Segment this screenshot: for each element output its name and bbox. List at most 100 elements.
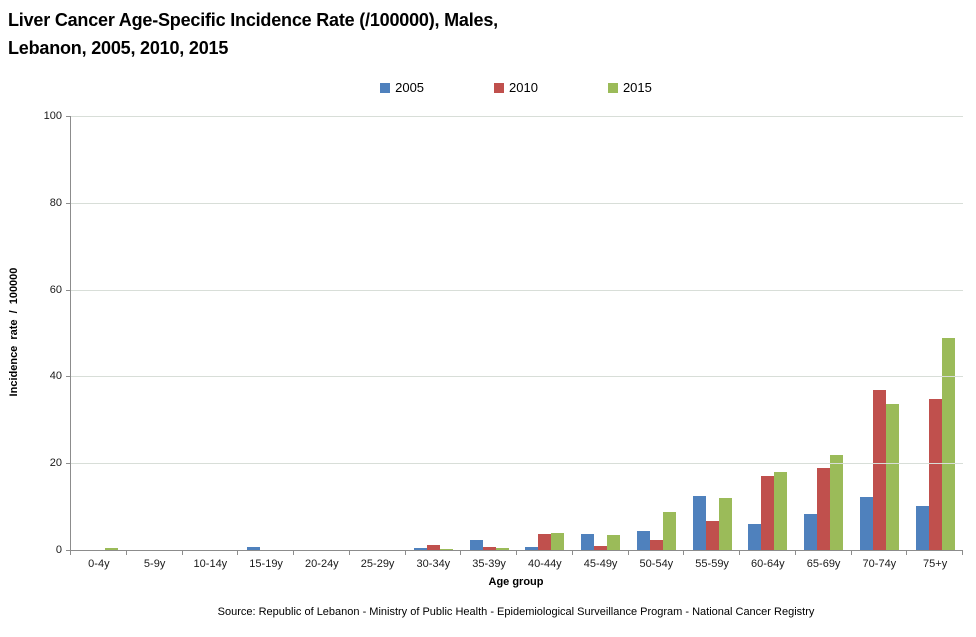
x-tick-label-25-29y: 25-29y bbox=[360, 558, 395, 570]
legend-item-2005: 2005 bbox=[380, 80, 424, 95]
x-tick-label-75+y: 75+y bbox=[923, 558, 948, 570]
legend-label-2015: 2015 bbox=[622, 80, 652, 95]
gridline-40 bbox=[71, 376, 963, 378]
y-tick-mark-40 bbox=[66, 376, 71, 378]
x-tick-label-35-39y: 35-39y bbox=[472, 558, 506, 570]
bar-group-55-59y bbox=[684, 116, 740, 550]
bar-2005-65-69y bbox=[804, 514, 818, 550]
bar-2015-75+y bbox=[941, 338, 955, 550]
bar-2015-30-34y bbox=[439, 549, 453, 550]
bar-group-0-4y bbox=[71, 116, 127, 550]
x-tick-mark-11 bbox=[683, 550, 685, 555]
x-tick-label-50-54y: 50-54y bbox=[639, 558, 674, 570]
bar-groups bbox=[71, 116, 963, 550]
legend-swatch-2010 bbox=[494, 82, 505, 93]
bar-2010-35-39y bbox=[482, 546, 496, 550]
bar-2005-35-39y bbox=[469, 539, 483, 550]
plot-area: 0-4y 5-9y 10-14y 15-19y 20-24y 25-29y 30-34y 35… bbox=[44, 110, 963, 570]
chart-title: Liver Cancer Age-Specific Incidence Rate… bbox=[8, 6, 498, 62]
bar-2010-75+y bbox=[928, 399, 942, 550]
bar-2005-30-34y bbox=[413, 547, 427, 550]
x-tick-mark-8 bbox=[516, 550, 517, 555]
x-tick-mark-1 bbox=[125, 550, 127, 555]
x-tick-mark-9 bbox=[571, 550, 573, 555]
bar-2010-55-59y bbox=[705, 521, 719, 550]
bar-2015-70-74y bbox=[885, 403, 899, 550]
y-tick-mark-100 bbox=[66, 116, 71, 117]
bar-2010-40-44y bbox=[538, 534, 552, 550]
y-axis-title: Incidence rate / 100000 bbox=[8, 267, 20, 397]
bar-group-20-24y bbox=[294, 116, 350, 550]
chart-title-line2: Lebanon, 2005, 2010, 2015 bbox=[8, 38, 229, 58]
bar-group-30-34y bbox=[406, 116, 462, 550]
y-tick-mark-20 bbox=[66, 463, 71, 465]
bar-2005-60-64y bbox=[748, 524, 762, 550]
y-tick-label-80: 80 bbox=[49, 196, 62, 209]
legend-item-2015: 2015 bbox=[607, 80, 652, 95]
bar-group-35-39y bbox=[461, 116, 517, 550]
y-tick-label-60: 60 bbox=[49, 283, 62, 296]
legend-swatch-2005 bbox=[380, 82, 391, 93]
bar-2015-45-49y bbox=[607, 535, 621, 550]
x-tick-mark-15 bbox=[906, 550, 908, 555]
bar-2015-40-44y bbox=[551, 533, 565, 550]
bar-2010-50-54y bbox=[649, 540, 663, 550]
x-tick-label-65-69y: 65-69y bbox=[806, 558, 841, 570]
bar-2010-65-69y bbox=[817, 467, 831, 550]
x-axis-labels: 0-4y 5-9y 10-14y 15-19y 20-24y 25-29y 30-34y 35… bbox=[71, 558, 963, 570]
bar-group-5-9y bbox=[127, 116, 183, 550]
bar-group-25-29y bbox=[350, 116, 406, 550]
y-tick-label-20: 20 bbox=[49, 457, 62, 470]
bar-2005-40-44y bbox=[525, 546, 539, 550]
y-tick-label-100: 100 bbox=[43, 110, 62, 122]
x-tick-label-30-34y: 30-34y bbox=[416, 558, 451, 570]
bar-group-70-74y bbox=[852, 116, 908, 550]
bar-2015-60-64y bbox=[774, 472, 788, 550]
legend: 2005 2010 2015 bbox=[70, 80, 962, 95]
bar-2005-50-54y bbox=[636, 531, 650, 550]
y-tick-mark-0 bbox=[66, 550, 71, 551]
x-tick-label-70-74y: 70-74y bbox=[862, 558, 897, 570]
bar-2015-65-69y bbox=[830, 454, 844, 550]
y-tick-label-40: 40 bbox=[49, 370, 62, 383]
bar-group-15-19y bbox=[238, 116, 294, 550]
x-tick-mark-7 bbox=[460, 550, 462, 555]
x-tick-label-45-49y: 45-49y bbox=[583, 558, 618, 570]
x-tick-label-10-14y: 10-14y bbox=[193, 558, 228, 570]
x-tick-label-15-19y: 15-19y bbox=[249, 558, 283, 570]
bar-group-40-44y bbox=[517, 116, 573, 550]
y-tick-label-0: 0 bbox=[55, 544, 62, 556]
x-tick-mark-0 bbox=[70, 550, 71, 555]
x-tick-mark-4 bbox=[293, 550, 294, 555]
legend-label-2005: 2005 bbox=[395, 80, 425, 95]
bar-group-75+y bbox=[907, 116, 963, 550]
legend-item-2010: 2010 bbox=[494, 80, 538, 95]
gridline-80 bbox=[71, 202, 963, 204]
source-note: Source: Republic of Lebanon - Ministry o… bbox=[217, 606, 815, 618]
bar-2005-45-49y bbox=[581, 533, 595, 550]
x-tick-label-60-64y: 60-64y bbox=[751, 558, 785, 570]
x-tick-mark-3 bbox=[237, 550, 239, 555]
bar-2010-45-49y bbox=[594, 546, 608, 550]
x-tick-label-20-24y: 20-24y bbox=[305, 558, 339, 570]
x-tick-label-0-4y: 0-4y bbox=[88, 558, 110, 570]
x-tick-mark-5 bbox=[348, 550, 350, 555]
x-tick-mark-2 bbox=[181, 550, 183, 555]
x-tick-label-55-59y: 55-59y bbox=[695, 558, 729, 570]
x-tick-label-40-44y: 40-44y bbox=[528, 558, 562, 570]
chart-title-line1: Liver Cancer Age-Specific Incidence Rate… bbox=[8, 10, 498, 30]
bar-2015-55-59y bbox=[718, 497, 732, 550]
bar-2005-55-59y bbox=[692, 495, 706, 550]
bar-2005-75+y bbox=[915, 505, 929, 550]
y-tick-mark-80 bbox=[66, 202, 71, 204]
bar-2015-50-54y bbox=[662, 512, 676, 550]
legend-label-2010: 2010 bbox=[509, 80, 538, 95]
bar-group-60-64y bbox=[740, 116, 796, 550]
x-tick-mark-16 bbox=[962, 550, 963, 555]
x-axis-title: Age group bbox=[488, 576, 544, 588]
bar-2010-60-64y bbox=[761, 476, 775, 550]
gridline-100 bbox=[71, 116, 963, 117]
bar-group-50-54y bbox=[629, 116, 685, 550]
legend-swatch-2015 bbox=[607, 82, 618, 93]
x-tick-label-5-9y: 5-9y bbox=[143, 558, 166, 570]
